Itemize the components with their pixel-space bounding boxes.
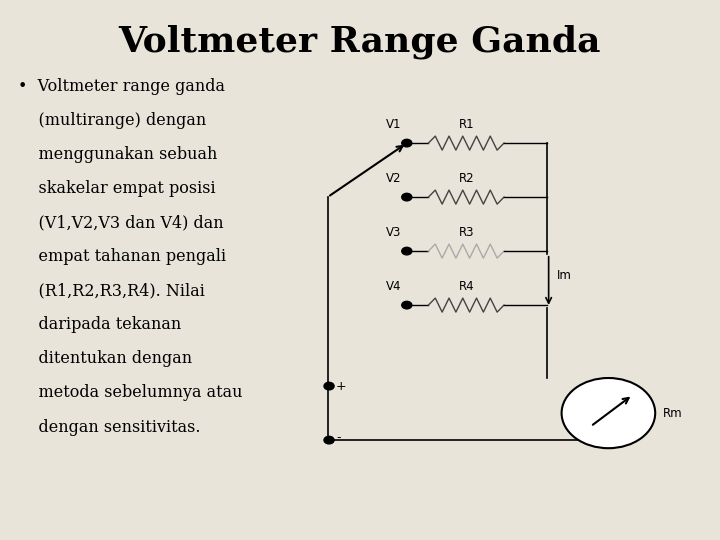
Text: R2: R2: [459, 172, 474, 185]
Text: Rm: Rm: [662, 407, 682, 420]
Circle shape: [562, 378, 655, 448]
Text: skakelar empat posisi: skakelar empat posisi: [18, 180, 215, 197]
Text: R4: R4: [459, 280, 474, 293]
Text: V1: V1: [385, 118, 401, 131]
Text: R3: R3: [459, 226, 474, 239]
Text: menggunakan sebuah: menggunakan sebuah: [18, 146, 217, 163]
Text: Im: Im: [557, 269, 572, 282]
Text: Voltmeter Range Ganda: Voltmeter Range Ganda: [119, 24, 601, 59]
Text: V3: V3: [386, 226, 401, 239]
Text: ditentukan dengan: ditentukan dengan: [18, 350, 192, 367]
Text: •  Voltmeter range ganda: • Voltmeter range ganda: [18, 78, 225, 95]
Text: R1: R1: [459, 118, 474, 131]
Text: metoda sebelumnya atau: metoda sebelumnya atau: [18, 384, 243, 401]
Text: (multirange) dengan: (multirange) dengan: [18, 112, 206, 129]
Text: (V1,V2,V3 dan V4) dan: (V1,V2,V3 dan V4) dan: [18, 214, 224, 231]
Text: V2: V2: [385, 172, 401, 185]
Circle shape: [402, 139, 412, 147]
Text: (R1,R2,R3,R4). Nilai: (R1,R2,R3,R4). Nilai: [18, 282, 205, 299]
Circle shape: [402, 193, 412, 201]
Text: dengan sensitivitas.: dengan sensitivitas.: [18, 418, 200, 435]
Text: empat tahanan pengali: empat tahanan pengali: [18, 248, 226, 265]
Text: -: -: [336, 431, 341, 444]
Circle shape: [402, 301, 412, 309]
Text: V4: V4: [385, 280, 401, 293]
Text: daripada tekanan: daripada tekanan: [18, 316, 181, 333]
Circle shape: [402, 247, 412, 255]
Text: +: +: [336, 380, 351, 393]
Circle shape: [324, 436, 334, 444]
Circle shape: [324, 382, 334, 390]
